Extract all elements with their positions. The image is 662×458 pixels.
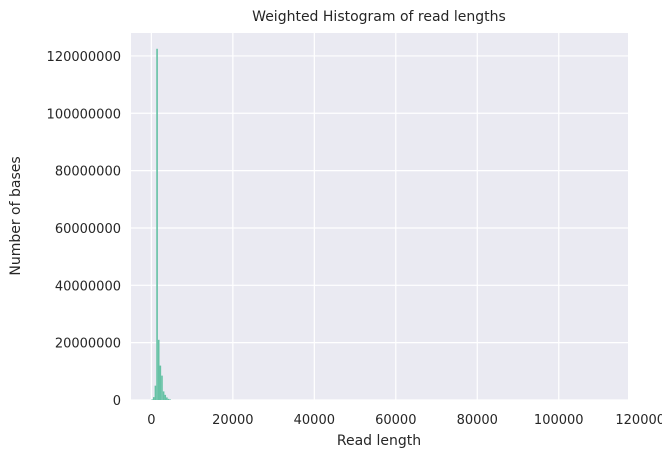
y-tick-label: 100000000 bbox=[47, 107, 121, 122]
histogram-bar bbox=[151, 399, 153, 400]
x-tick-label: 120000 bbox=[615, 413, 662, 428]
y-tick-label: 40000000 bbox=[55, 279, 121, 294]
y-axis-ticks: 0 20000000 40000000 60000000 80000000 1000000… bbox=[47, 50, 121, 409]
x-tick-label: 80000 bbox=[457, 413, 498, 428]
y-tick-label: 120000000 bbox=[47, 50, 121, 65]
histogram-bar bbox=[162, 391, 165, 400]
y-axis-label: Number of bases bbox=[8, 156, 24, 275]
y-tick-label: 80000000 bbox=[55, 165, 121, 180]
chart-title: Weighted Histogram of read lengths bbox=[252, 9, 506, 25]
histogram-bar bbox=[161, 375, 163, 400]
x-axis-ticks: 0 20000 40000 60000 80000 100000 120000 bbox=[147, 413, 662, 428]
x-tick-label: 60000 bbox=[375, 413, 416, 428]
x-axis-label: Read length bbox=[337, 433, 421, 449]
y-tick-label: 0 bbox=[113, 394, 121, 409]
histogram-bars bbox=[151, 48, 171, 400]
histogram-bar bbox=[157, 339, 160, 400]
x-tick-label: 20000 bbox=[212, 413, 253, 428]
histogram-bar bbox=[166, 397, 168, 400]
histogram-bar bbox=[169, 399, 171, 400]
grid-lines bbox=[131, 33, 641, 401]
plot-area bbox=[131, 33, 628, 400]
histogram-bar bbox=[152, 397, 155, 400]
histogram-bar bbox=[159, 365, 162, 400]
x-tick-label: 0 bbox=[147, 413, 155, 428]
y-tick-label: 20000000 bbox=[55, 337, 121, 352]
x-tick-label: 40000 bbox=[294, 413, 335, 428]
histogram-bar bbox=[154, 385, 157, 400]
x-tick-label: 100000 bbox=[534, 413, 584, 428]
histogram-bar bbox=[156, 48, 158, 400]
histogram-bar bbox=[164, 394, 167, 400]
histogram-bar bbox=[167, 398, 170, 400]
y-tick-label: 60000000 bbox=[55, 222, 121, 237]
